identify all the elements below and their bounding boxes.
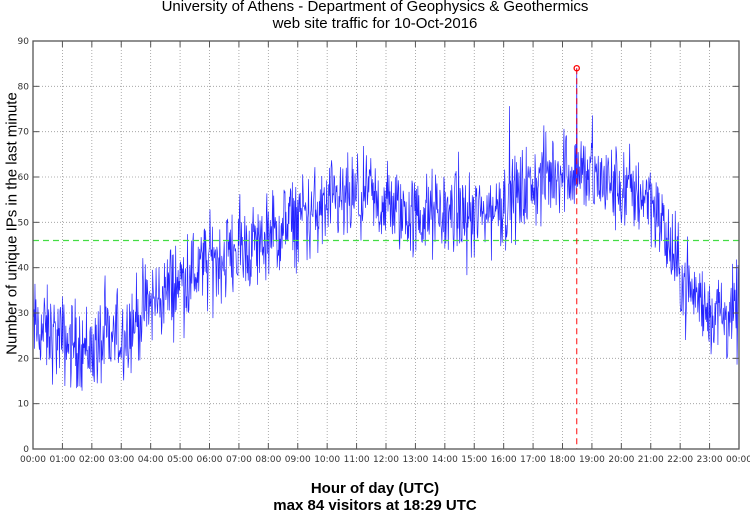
y-tick-label: 30: [18, 309, 30, 319]
series-line: [32, 68, 740, 391]
x-tick-label: 17:00: [520, 455, 546, 465]
x-tick-label: 10:00: [314, 455, 340, 465]
x-tick-label: 19:00: [579, 455, 605, 465]
x-tick-label: 11:00: [344, 455, 370, 465]
x-tick-label: 02:00: [79, 455, 105, 465]
y-tick-label: 20: [18, 354, 30, 364]
x-tick-label: 15:00: [461, 455, 487, 465]
y-tick-label: 70: [18, 128, 30, 138]
max-marker-circle: [573, 64, 580, 72]
max-annotation: max 84 visitors at 18:29 UTC: [273, 497, 477, 514]
x-tick-label: 01:00: [49, 455, 75, 465]
x-axis-label: Hour of day (UTC): [310, 480, 440, 497]
x-tick-label: 13:00: [402, 455, 428, 465]
y-tick-label: 50: [18, 218, 30, 228]
y-tick-label: 90: [18, 37, 30, 47]
x-tick-label: 18:00: [550, 455, 576, 465]
x-tick-label: 06:00: [197, 455, 223, 465]
y-tick-label: 0: [23, 445, 29, 455]
x-tick-label: 22:00: [667, 455, 693, 465]
x-tick-label: 04:00: [138, 455, 164, 465]
x-tick-label: 03:00: [108, 455, 134, 465]
x-tick-label: 00:00: [20, 455, 46, 465]
y-tick-label: 60: [18, 173, 30, 183]
x-tick-label: 21:00: [638, 455, 664, 465]
x-tick-label: 00:00: [726, 455, 750, 465]
chart-subtitle: web site traffic for 10-Oct-2016: [272, 15, 478, 32]
x-tick-label: 12:00: [373, 455, 399, 465]
x-tick-label: 16:00: [491, 455, 517, 465]
x-tick-label: 14:00: [432, 455, 458, 465]
chart-title: University of Athens - Department of Geo…: [161, 0, 589, 15]
y-tick-label: 80: [18, 82, 30, 92]
x-tick-label: 08:00: [255, 455, 281, 465]
x-tick-label: 23:00: [697, 455, 723, 465]
x-tick-label: 09:00: [285, 455, 311, 465]
y-tick-label: 10: [18, 400, 30, 410]
x-tick-label: 07:00: [226, 455, 252, 465]
x-tick-label: 20:00: [608, 455, 634, 465]
x-tick-label: 05:00: [167, 455, 193, 465]
y-tick-label: 40: [18, 264, 30, 274]
